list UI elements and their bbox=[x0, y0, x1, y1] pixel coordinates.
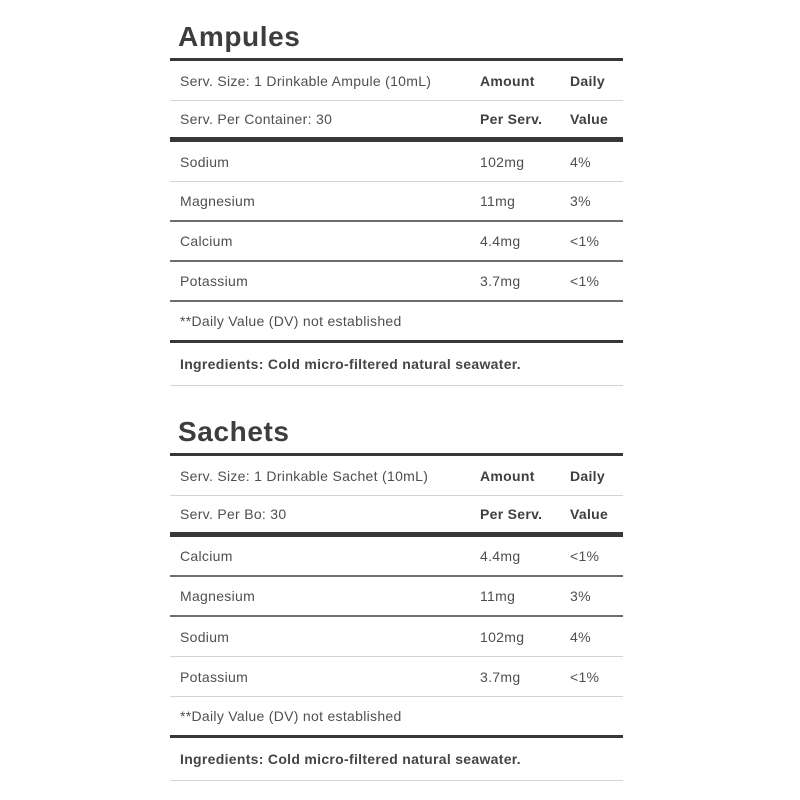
ingredients-text: Ingredients: Cold micro-filtered natural… bbox=[180, 751, 521, 767]
section-ampules: Ampules Serv. Size: 1 Drinkable Ampule (… bbox=[170, 12, 623, 386]
daily-column-header: Daily bbox=[570, 467, 605, 484]
per-serv-column-header: Per Serv. bbox=[480, 111, 543, 127]
daily-column-header: Daily bbox=[570, 72, 605, 89]
nutrient-amount: 102mg bbox=[480, 153, 525, 170]
nutrient-daily-value: <1% bbox=[570, 233, 600, 249]
servings-per-container-row: Serv. Per Container: 30 Per Serv. Value bbox=[170, 101, 623, 142]
ingredients-row: Ingredients: Cold micro-filtered natural… bbox=[170, 738, 623, 781]
serving-size-row: Serv. Size: 1 Drinkable Sachet (10mL) Am… bbox=[170, 456, 623, 496]
footnote-text: **Daily Value (DV) not established bbox=[180, 708, 402, 724]
nutrient-row: Magnesium 11mg 3% bbox=[170, 182, 623, 222]
nutrient-daily-value: <1% bbox=[570, 548, 600, 564]
nutrient-row: Calcium 4.4mg <1% bbox=[170, 222, 623, 262]
serving-size-label: Serv. Size: 1 Drinkable Ampule (10mL) bbox=[180, 72, 432, 89]
nutrient-row: Calcium 4.4mg <1% bbox=[170, 537, 623, 577]
nutrient-name: Potassium bbox=[180, 273, 249, 289]
daily-value-footnote: **Daily Value (DV) not established bbox=[170, 302, 623, 343]
nutrient-name: Sodium bbox=[180, 628, 230, 645]
nutrient-amount: 11mg bbox=[480, 588, 516, 604]
per-serv-column-header: Per Serv. bbox=[480, 506, 543, 522]
nutrient-amount: 11mg bbox=[480, 193, 516, 209]
nutrient-name: Calcium bbox=[180, 548, 233, 564]
nutrient-name: Sodium bbox=[180, 153, 230, 170]
ingredients-row: Ingredients: Cold micro-filtered natural… bbox=[170, 343, 623, 386]
nutrient-daily-value: 4% bbox=[570, 628, 591, 645]
value-column-header: Value bbox=[570, 506, 609, 522]
servings-per-container-label: Serv. Per Container: 30 bbox=[180, 111, 333, 127]
nutrient-amount: 102mg bbox=[480, 628, 525, 645]
nutrient-name: Magnesium bbox=[180, 588, 256, 604]
serving-size-row: Serv. Size: 1 Drinkable Ampule (10mL) Am… bbox=[170, 61, 623, 101]
footnote-text: **Daily Value (DV) not established bbox=[180, 313, 402, 329]
amount-column-header: Amount bbox=[480, 72, 535, 89]
serving-size-label: Serv. Size: 1 Drinkable Sachet (10mL) bbox=[180, 467, 429, 484]
servings-per-container-label: Serv. Per Bo: 30 bbox=[180, 506, 287, 522]
nutrient-amount: 3.7mg bbox=[480, 668, 521, 685]
nutrient-row: Sodium 102mg 4% bbox=[170, 142, 623, 182]
ingredients-text: Ingredients: Cold micro-filtered natural… bbox=[180, 356, 521, 372]
nutrient-daily-value: <1% bbox=[570, 668, 600, 685]
nutrient-daily-value: <1% bbox=[570, 273, 600, 289]
nutrient-amount: 4.4mg bbox=[480, 233, 521, 249]
nutrient-row: Sodium 102mg 4% bbox=[170, 617, 623, 657]
daily-value-footnote: **Daily Value (DV) not established bbox=[170, 697, 623, 738]
amount-column-header: Amount bbox=[480, 467, 535, 484]
nutrient-name: Magnesium bbox=[180, 193, 256, 209]
nutrient-daily-value: 3% bbox=[570, 193, 591, 209]
nutrient-name: Potassium bbox=[180, 668, 249, 685]
section-title: Sachets bbox=[170, 407, 623, 456]
nutrient-name: Calcium bbox=[180, 233, 233, 249]
nutrition-panel: Ampules Serv. Size: 1 Drinkable Ampule (… bbox=[170, 0, 623, 781]
section-sachets: Sachets Serv. Size: 1 Drinkable Sachet (… bbox=[170, 407, 623, 781]
nutrient-daily-value: 3% bbox=[570, 588, 591, 604]
nutrient-amount: 4.4mg bbox=[480, 548, 521, 564]
nutrient-row: Magnesium 11mg 3% bbox=[170, 577, 623, 617]
nutrient-amount: 3.7mg bbox=[480, 273, 521, 289]
section-title: Ampules bbox=[170, 12, 623, 61]
nutrient-row: Potassium 3.7mg <1% bbox=[170, 262, 623, 302]
servings-per-container-row: Serv. Per Bo: 30 Per Serv. Value bbox=[170, 496, 623, 537]
nutrient-daily-value: 4% bbox=[570, 153, 591, 170]
value-column-header: Value bbox=[570, 111, 609, 127]
nutrient-row: Potassium 3.7mg <1% bbox=[170, 657, 623, 697]
